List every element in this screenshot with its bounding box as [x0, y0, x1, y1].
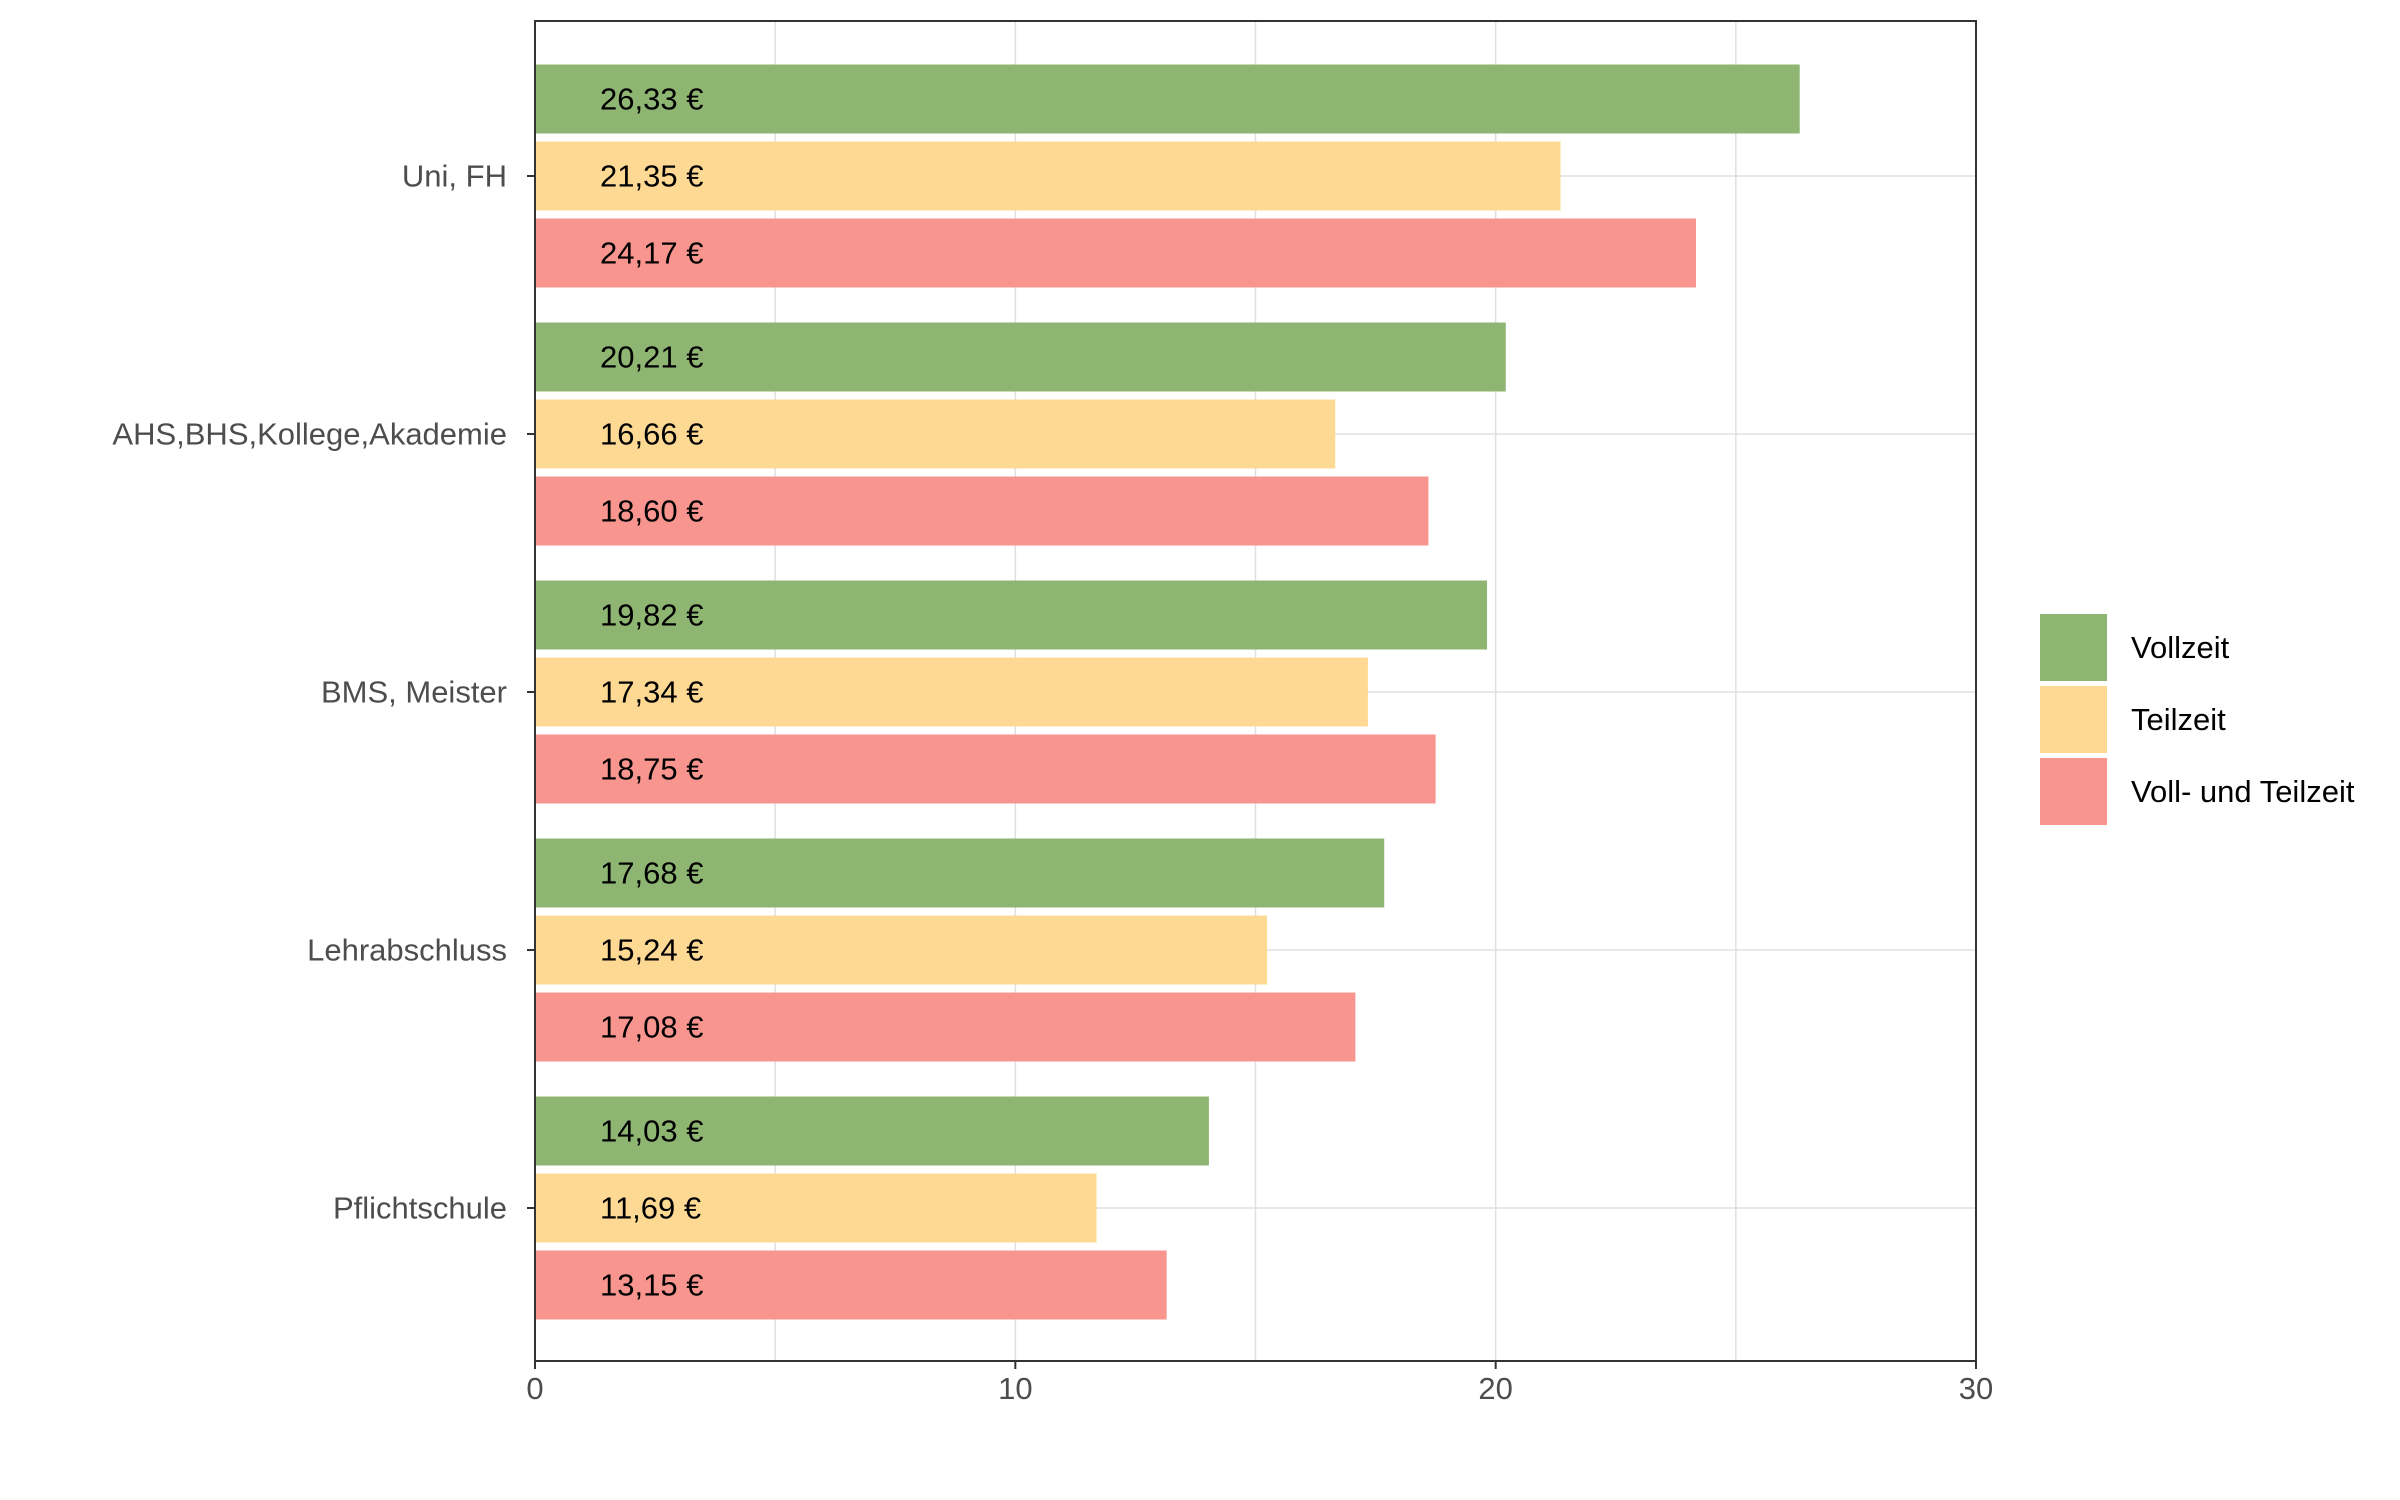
- bar: [535, 322, 1506, 392]
- legend-swatch: [2040, 614, 2107, 681]
- x-tick-label: 0: [526, 1371, 543, 1406]
- bar-value-label: 14,03 €: [600, 1114, 703, 1149]
- bar-value-label: 24,17 €: [600, 236, 703, 271]
- legend-swatch: [2040, 686, 2107, 753]
- bar: [535, 580, 1488, 650]
- y-tick-label: AHS,BHS,Kollege,Akademie: [112, 417, 507, 452]
- bar-value-label: 15,24 €: [600, 933, 703, 968]
- y-tick-label: Lehrabschluss: [307, 933, 507, 968]
- bar-value-label: 17,08 €: [600, 1010, 703, 1045]
- bar-value-label: 13,15 €: [600, 1268, 703, 1303]
- axis-layer: Uni, FH AHS,BHS,Kollege,Akademie BMS, Meis…: [112, 159, 1993, 1407]
- bar-value-label: 20,21 €: [600, 340, 703, 375]
- y-tick-label: Uni, FH: [402, 159, 507, 194]
- legend-label: Vollzeit: [2131, 630, 2230, 665]
- bar: [535, 838, 1385, 908]
- bar-layer: 26,33 € 21,35 € 24,17 € 20,21 € 16,66 € 18,60…: [535, 64, 1800, 1320]
- bar-value-label: 21,35 €: [600, 159, 703, 194]
- bar: [535, 1173, 1097, 1243]
- bar-value-label: 17,68 €: [600, 856, 703, 891]
- bar-value-label: 17,34 €: [600, 675, 703, 710]
- bar-value-label: 11,69 €: [600, 1191, 701, 1226]
- x-tick-label: 20: [1478, 1371, 1512, 1406]
- bar: [535, 64, 1800, 134]
- bar: [535, 1096, 1209, 1166]
- y-tick-label: BMS, Meister: [321, 675, 507, 710]
- bar: [535, 915, 1268, 985]
- bar: [535, 734, 1436, 804]
- bar-value-label: 26,33 €: [600, 82, 703, 117]
- legend-label: Teilzeit: [2131, 702, 2226, 737]
- bar: [535, 399, 1336, 469]
- bar: [535, 1250, 1167, 1320]
- bar: [535, 657, 1368, 727]
- legend-swatch: [2040, 758, 2107, 825]
- x-tick-label: 10: [998, 1371, 1032, 1406]
- y-tick-label: Pflichtschule: [333, 1191, 507, 1226]
- bar-value-label: 18,75 €: [600, 752, 703, 787]
- bar: [535, 218, 1696, 288]
- legend-label: Voll- und Teilzeit: [2131, 774, 2355, 809]
- legend: Vollzeit Teilzeit Voll- und Teilzeit: [2040, 614, 2355, 825]
- bar: [535, 476, 1429, 546]
- bar: [535, 141, 1561, 211]
- bar-value-label: 19,82 €: [600, 598, 703, 633]
- bar: [535, 992, 1356, 1062]
- bar-value-label: 18,60 €: [600, 494, 703, 529]
- bar-value-label: 16,66 €: [600, 417, 703, 452]
- x-tick-label: 30: [1959, 1371, 1993, 1406]
